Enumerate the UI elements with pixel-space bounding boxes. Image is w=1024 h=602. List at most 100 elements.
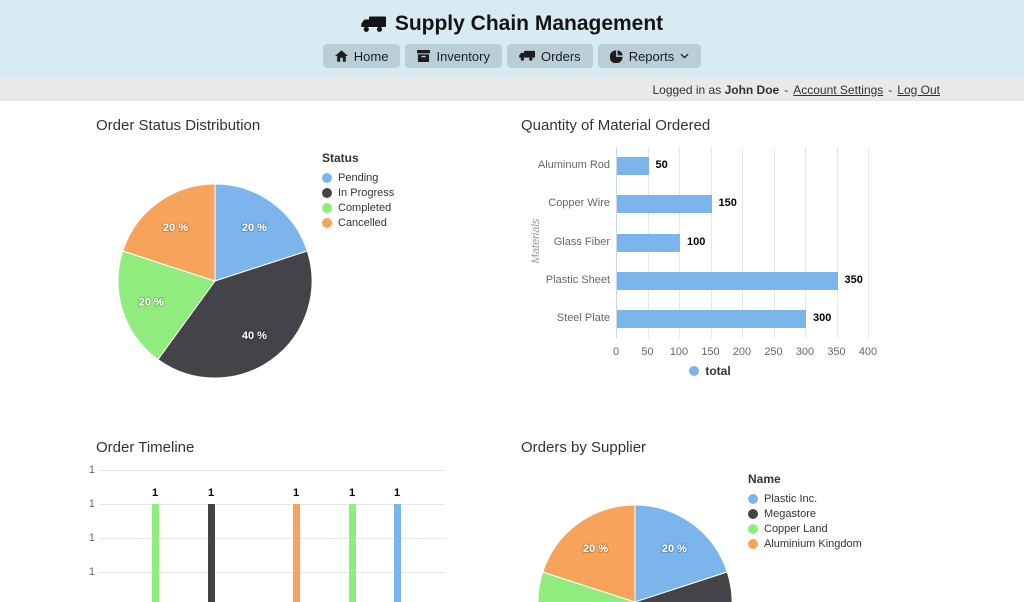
column-chart-order-timeline: 1 1 1 1 1 1 1 1 1	[85, 432, 485, 602]
legend-label: Plastic Inc.	[764, 492, 818, 505]
series-legend[interactable]: total	[510, 364, 910, 378]
app-title: Supply Chain Management	[0, 0, 1024, 36]
pie-slice-megastore[interactable]	[578, 571, 733, 602]
pie-slice-pending[interactable]	[214, 183, 308, 282]
home-icon	[334, 50, 348, 62]
y-axis-tick-label: 1	[88, 498, 95, 510]
bar-value-label: 150	[718, 197, 737, 210]
category-axis-line	[616, 147, 617, 338]
chart-title-order-status: Order Status Distribution	[96, 117, 261, 134]
chart-panel-order-timeline: Order Timeline 1 1 1 1 1 1 1 1 1	[85, 432, 485, 602]
pie-slice-aluminium-kingdom[interactable]	[542, 504, 636, 602]
category-label-steel-plate: Steel Plate	[556, 311, 610, 324]
legend-label: Pending	[338, 171, 379, 184]
pie-slice-label: 20 %	[662, 543, 687, 555]
legend-label: Copper Land	[764, 522, 828, 535]
gridline	[100, 504, 445, 505]
app-title-text: Supply Chain Management	[394, 12, 664, 35]
legend-label: Cancelled	[338, 216, 387, 229]
legend-marker	[322, 172, 332, 183]
legend-marker	[748, 523, 758, 534]
timeline-column[interactable]	[152, 504, 159, 602]
bar-plastic-sheet[interactable]	[617, 271, 838, 290]
app-header: Supply Chain Management Home Inventory O…	[0, 0, 1024, 78]
x-axis-tick-label: 350	[827, 346, 846, 358]
logged-in-text: Logged in as John Doe	[652, 82, 780, 97]
pie-slice-in-progress[interactable]	[157, 250, 313, 379]
legend-marker	[322, 202, 332, 213]
log-out-link[interactable]: Log Out	[897, 82, 940, 97]
x-axis-tick-label: 150	[701, 346, 720, 358]
nav-orders-button[interactable]: Orders	[506, 44, 593, 68]
timeline-column[interactable]	[208, 504, 215, 602]
legend-item-plastic-inc[interactable]: Plastic Inc.	[748, 491, 862, 506]
x-axis-tick-label: 250	[764, 346, 783, 358]
legend-item-in-progress[interactable]: In Progress	[322, 185, 394, 200]
x-axis-tick-label: 0	[612, 346, 620, 358]
legend-item-megastore[interactable]: Megastore	[748, 506, 862, 521]
legend-item-cancelled[interactable]: Cancelled	[322, 215, 394, 230]
inventory-box-icon	[417, 50, 431, 62]
gridline	[100, 572, 445, 573]
legend-marker	[322, 187, 332, 198]
bar-chart-material-quantity: 0 50 100 150 200 250 300 350 400 Aluminum Rod 50 Co…	[510, 110, 910, 410]
legend-marker	[748, 493, 758, 504]
column-value-label: 1	[207, 487, 215, 499]
orders-truck-icon	[519, 50, 535, 61]
pie-slice-label: 20 %	[583, 543, 608, 555]
legend-item-completed[interactable]: Completed	[322, 200, 394, 215]
x-axis-tick-label: 400	[858, 346, 878, 358]
pie-slice-plastic-inc[interactable]	[634, 504, 728, 602]
user-name: John Doe	[724, 82, 780, 97]
pie-slice-completed[interactable]	[117, 250, 216, 361]
column-value-label: 1	[393, 487, 401, 499]
bar-steel-plate[interactable]	[617, 309, 806, 328]
gridline	[868, 147, 869, 338]
x-axis-tick-label: 200	[732, 346, 752, 358]
nav-reports-button[interactable]: Reports	[597, 44, 702, 68]
legend-marker	[689, 366, 700, 376]
legend-label: In Progress	[338, 186, 395, 199]
y-axis-title: Materials	[530, 218, 542, 263]
bar-glass-fiber[interactable]	[617, 233, 680, 252]
bar-copper-wire[interactable]	[617, 195, 712, 214]
category-label-copper-wire: Copper Wire	[548, 197, 610, 210]
legend-item-copper-land[interactable]: Copper Land	[748, 521, 862, 536]
gridline	[742, 147, 743, 338]
account-settings-link[interactable]: Account Settings	[793, 82, 884, 97]
nav-orders-label: Orders	[540, 48, 581, 64]
legend-marker	[748, 508, 758, 519]
gridline	[805, 147, 806, 338]
legend-marker	[748, 538, 758, 549]
pie-slice-cancelled[interactable]	[122, 183, 216, 282]
chart-panel-orders-by-supplier: Orders by Supplier 20 %40 %20 %20 %NameP…	[510, 432, 910, 602]
legend-title: Name	[748, 472, 781, 486]
timeline-column[interactable]	[394, 504, 401, 602]
chart-title-orders-by-supplier: Orders by Supplier	[521, 439, 647, 456]
legend-marker	[322, 217, 332, 228]
nav-inventory-label: Inventory	[436, 48, 490, 64]
category-label-plastic-sheet: Plastic Sheet	[545, 273, 610, 286]
nav-inventory-button[interactable]: Inventory	[405, 44, 502, 68]
legend: Status Pending In Progress Completed Cancell…	[322, 151, 394, 230]
timeline-column[interactable]	[293, 504, 300, 602]
legend-item-pending[interactable]: Pending	[322, 170, 394, 185]
separator: -	[888, 82, 893, 97]
timeline-column[interactable]	[349, 504, 356, 602]
main-nav: Home Inventory Orders Reports	[0, 44, 1024, 68]
column-value-label: 1	[348, 487, 356, 499]
separator: -	[784, 82, 789, 97]
pie-slice-label: 20 %	[163, 222, 188, 234]
chart-panel-material-quantity: Quantity of Material Ordered 0 50 100 150 20…	[510, 110, 910, 410]
legend-item-aluminium-kingdom[interactable]: Aluminium Kingdom	[748, 536, 862, 551]
x-axis-tick-label: 300	[795, 346, 815, 358]
x-axis-tick-label: 50	[641, 346, 654, 358]
pie-svg: 20 %40 %20 %20 %	[537, 504, 733, 602]
bar-aluminum-rod[interactable]	[617, 157, 649, 176]
truck-icon	[361, 16, 386, 32]
y-axis-tick-label: 1	[88, 464, 95, 476]
nav-reports-label: Reports	[628, 48, 675, 64]
nav-home-button[interactable]: Home	[322, 44, 401, 68]
gridline	[836, 147, 838, 338]
